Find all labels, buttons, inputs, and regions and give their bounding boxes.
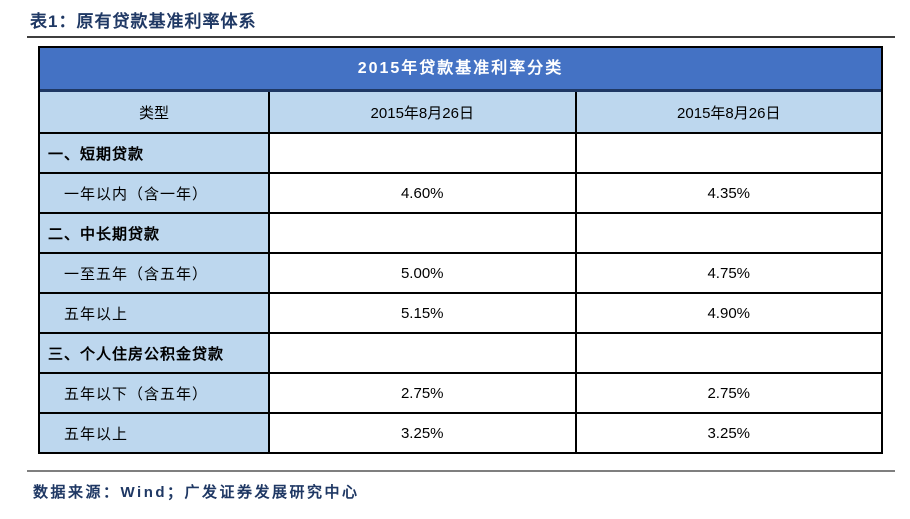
- row-value-2: 4.90%: [574, 294, 881, 332]
- table-row-within-one-year: 一年以内（含一年） 4.60% 4.35%: [40, 172, 881, 212]
- row-value-1: 5.15%: [268, 294, 575, 332]
- table-row-over-five-years-fund: 五年以上 3.25% 3.25%: [40, 412, 881, 452]
- row-value-1: 3.25%: [268, 414, 575, 452]
- row-value-2: 3.25%: [574, 414, 881, 452]
- row-label: 三、个人住房公积金贷款: [40, 334, 268, 372]
- column-header-date-2: 2015年8月26日: [574, 92, 881, 132]
- title-divider: [27, 36, 895, 38]
- row-label: 一年以内（含一年）: [40, 174, 268, 212]
- table-merged-header: 2015年贷款基准利率分类: [40, 48, 881, 92]
- row-label: 一至五年（含五年）: [40, 254, 268, 292]
- table-row-one-to-five-years: 一至五年（含五年） 5.00% 4.75%: [40, 252, 881, 292]
- row-value-1: [268, 134, 575, 172]
- table-row-mid-long-term-section: 二、中长期贷款: [40, 212, 881, 252]
- row-value-2: 2.75%: [574, 374, 881, 412]
- table-row-short-term-section: 一、短期贷款: [40, 132, 881, 172]
- row-value-2: [574, 214, 881, 252]
- row-label: 五年以下（含五年）: [40, 374, 268, 412]
- column-header-date-1: 2015年8月26日: [268, 92, 575, 132]
- column-header-row: 类型 2015年8月26日 2015年8月26日: [40, 92, 881, 132]
- page-title: 表1：原有贷款基准利率体系: [30, 12, 257, 31]
- data-source-note: 数据来源：Wind；广发证券发展研究中心: [33, 484, 360, 501]
- table-row-over-five-years-loan: 五年以上 5.15% 4.90%: [40, 292, 881, 332]
- row-value-1: 5.00%: [268, 254, 575, 292]
- row-value-2: [574, 134, 881, 172]
- table-row-housing-fund-section: 三、个人住房公积金贷款: [40, 332, 881, 372]
- row-value-2: 4.75%: [574, 254, 881, 292]
- loan-rate-table: 2015年贷款基准利率分类 类型 2015年8月26日 2015年8月26日 一…: [38, 46, 883, 454]
- row-value-2: 4.35%: [574, 174, 881, 212]
- row-label: 一、短期贷款: [40, 134, 268, 172]
- footer-divider: [27, 470, 895, 472]
- row-label: 二、中长期贷款: [40, 214, 268, 252]
- row-label: 五年以上: [40, 294, 268, 332]
- row-label: 五年以上: [40, 414, 268, 452]
- row-value-1: [268, 334, 575, 372]
- row-value-1: [268, 214, 575, 252]
- row-value-1: 2.75%: [268, 374, 575, 412]
- row-value-1: 4.60%: [268, 174, 575, 212]
- table-row-under-five-years: 五年以下（含五年） 2.75% 2.75%: [40, 372, 881, 412]
- row-value-2: [574, 334, 881, 372]
- column-header-type: 类型: [40, 92, 268, 132]
